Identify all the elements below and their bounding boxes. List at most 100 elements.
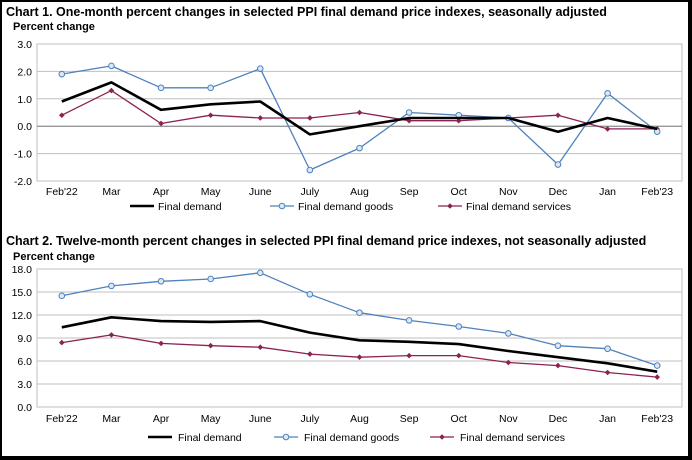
chart2-xtick-label: July [301,413,320,425]
chart2-goods-point [58,292,66,300]
chart2-services-point [555,362,561,369]
chart1-xtick-label: Feb'23 [641,186,673,198]
chart2-goods-point [455,323,463,330]
chart1-legend-marker-2 [278,202,286,210]
chart2-plot-border [36,268,683,408]
chart2-ytick-label: 3.0 [17,379,32,391]
chart2-legend-label-3: Final demand services [460,432,565,444]
chart2-ytick-label: 15.0 [12,287,33,299]
chart1-xtick-label: June [249,186,272,198]
chart2-xtick-label: Jan [599,413,616,425]
chart1-services-point [307,115,313,121]
chart2-goods-point [653,362,661,369]
chart2-ytick-label: 9.0 [17,333,32,345]
chart2-goods-point [207,275,214,283]
chart1-xtick-label: Nov [499,186,518,198]
chart2-xtick-label: Oct [451,413,467,425]
chart1-services-point [59,112,65,119]
chart2-goods-point [306,291,314,298]
chart2-services-point [654,374,660,380]
chart1-services-point [555,112,561,119]
chart2-goods-point [108,282,115,290]
chart2-ytick-label: 6.0 [17,356,32,368]
chart1-legend-label-2: Final demand goods [298,201,393,213]
chart1-services-point [257,115,264,121]
chart1-title: Chart 1. One-month percent changes in se… [6,5,607,19]
chart2-ylabel: Percent change [13,251,95,263]
chart1-legend-marker-3 [447,203,453,209]
chart1-goods-point [306,166,314,174]
chart1-xtick-label: Aug [350,186,369,198]
chart1-goods-point [405,109,413,116]
chart1-xtick-label: Jan [599,186,616,198]
chart2-legend-marker-3 [439,434,445,440]
chart2-goods-point [356,309,363,317]
chart2-ytick-label: 18.0 [12,264,33,276]
chart1-series-line-1 [61,81,658,136]
chart1-legend-label-3: Final demand services [466,201,571,213]
chart1-goods-point [108,62,115,70]
chart2-goods-point [505,330,512,337]
chart2-xtick-label: Sep [400,413,419,425]
chart1-xtick-label: Apr [153,186,170,198]
chart1-services-point [455,117,462,124]
chart1-xtick-label: Feb'22 [46,186,78,198]
chart1-ytick-label: 1.0 [17,94,32,106]
chart2-goods-point [405,317,413,324]
chart1-ytick-label: 3.0 [17,39,32,51]
chart2-goods-point [604,345,611,353]
chart1-services-point [356,109,363,116]
chart2-xtick-label: Nov [499,413,518,425]
charts-svg: Chart 1. One-month percent changes in se… [6,5,683,444]
chart1-goods-point [554,161,562,168]
chart2-services-point [455,352,462,359]
chart1-ytick-label: 0.0 [17,121,32,133]
chart2-services-point [356,354,363,360]
chart2-xtick-label: June [249,413,272,425]
chart2-series-line-1 [61,315,658,373]
chart2-xtick-label: Aug [350,413,369,425]
chart1-legend-label-1: Final demand [158,201,222,213]
chart-frame: Chart 1. One-month percent changes in se… [2,2,688,456]
chart2-ytick-label: 0.0 [17,402,32,414]
chart1-goods-point [58,70,66,78]
chart1-plot: -2.0 -1.0 0.0 1.0 2.0 3.0 Feb'22 Mar Apr May June J… [14,39,683,213]
chart2-services-point [406,352,412,359]
chart1-xtick-label: Oct [451,186,467,198]
chart2-legend-marker-2 [282,433,290,441]
chart1-ytick-label: -1.0 [14,149,32,161]
chart1-plot-border [36,43,683,182]
chart2-services-point [108,332,115,338]
chart1-services-point [108,87,115,94]
chart1-xtick-label: July [301,186,320,198]
chart1-goods-point [604,90,611,97]
chart2-goods-point [256,269,264,277]
chart2-services-point [307,351,313,357]
chart2-title: Chart 2. Twelve-month percent changes in… [6,234,646,248]
chart1-xtick-label: Sep [400,186,419,198]
chart1-ytick-label: -2.0 [14,176,32,188]
chart1-ylabel: Percent change [13,21,95,33]
chart2-services-point [207,342,214,349]
chart1-goods-point [207,84,214,92]
chart1-services-point [207,112,214,119]
chart1-ytick-label: 2.0 [17,66,32,78]
chart2-xtick-label: Apr [153,413,170,425]
chart2-legend-label-2: Final demand goods [304,432,399,444]
chart2-services-point [604,369,611,376]
chart2-services-point [59,339,65,346]
chart1-xtick-label: Dec [549,186,568,198]
chart1-services-point [158,120,164,127]
chart2-goods-point [157,277,165,285]
chart2-xtick-label: Feb'23 [641,413,673,425]
chart1-goods-point [356,144,363,152]
chart2-xtick-label: Feb'22 [46,413,78,425]
chart2-xtick-label: Mar [102,413,121,425]
chart1-goods-point [157,84,165,92]
chart1-goods-point [256,65,264,72]
chart2-services-point [158,340,164,347]
chart1-services-point [604,126,611,132]
chart2-services-point [257,344,264,350]
chart2-xtick-label: Dec [549,413,568,425]
chart2-xtick-label: May [201,413,222,425]
